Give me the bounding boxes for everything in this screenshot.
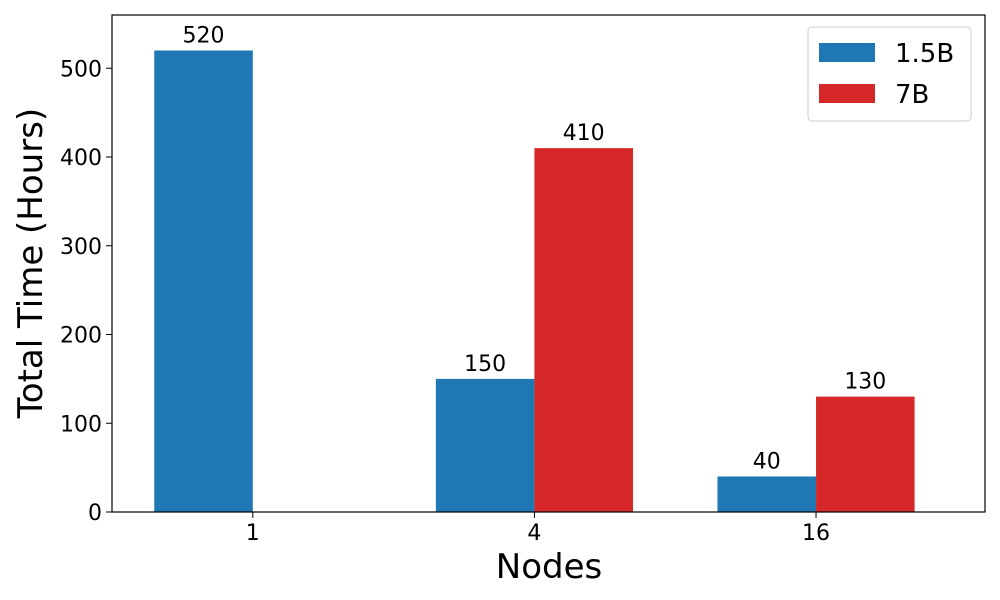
bar-7b-4 <box>534 148 633 512</box>
legend: 1.5B 7B <box>807 26 972 122</box>
bars-layer <box>154 50 915 512</box>
y-tick-label: 100 <box>60 412 102 437</box>
bar-7b-16 <box>816 396 915 512</box>
x-tick-label: 4 <box>527 521 541 546</box>
plot-area-frame <box>111 14 986 513</box>
bar-1-5b-16 <box>717 476 817 512</box>
data-label-7b-16: 130 <box>844 370 886 395</box>
legend-label-7b: 7B <box>895 80 929 110</box>
legend-swatch-1-5b <box>819 43 875 62</box>
data-label-7b-4: 410 <box>563 121 605 146</box>
data-labels-layer: 520 150 40 410 130 <box>183 24 887 475</box>
legend-swatch-7b <box>819 84 875 103</box>
data-label-1-5b-1: 520 <box>183 24 225 49</box>
x-axis-ticks: 1 4 16 <box>246 512 830 546</box>
y-axis-title: Total Time (Hours) <box>11 108 51 419</box>
bar-1-5b-4 <box>435 378 535 512</box>
legend-label-1-5b: 1.5B <box>895 39 954 69</box>
data-label-1-5b-16: 40 <box>753 450 781 475</box>
y-axis-ticks: 0 100 200 300 400 500 <box>60 57 112 526</box>
x-tick-label: 1 <box>246 521 260 546</box>
y-tick-label: 400 <box>60 146 102 171</box>
x-tick-label: 16 <box>802 521 830 546</box>
x-axis-title: Nodes <box>496 547 602 587</box>
bar-1-5b-1 <box>154 50 253 512</box>
data-label-1-5b-4: 150 <box>464 352 506 377</box>
y-tick-label: 200 <box>60 324 102 349</box>
y-tick-label: 500 <box>60 57 102 82</box>
y-tick-label: 0 <box>88 501 102 526</box>
y-tick-label: 300 <box>60 235 102 260</box>
